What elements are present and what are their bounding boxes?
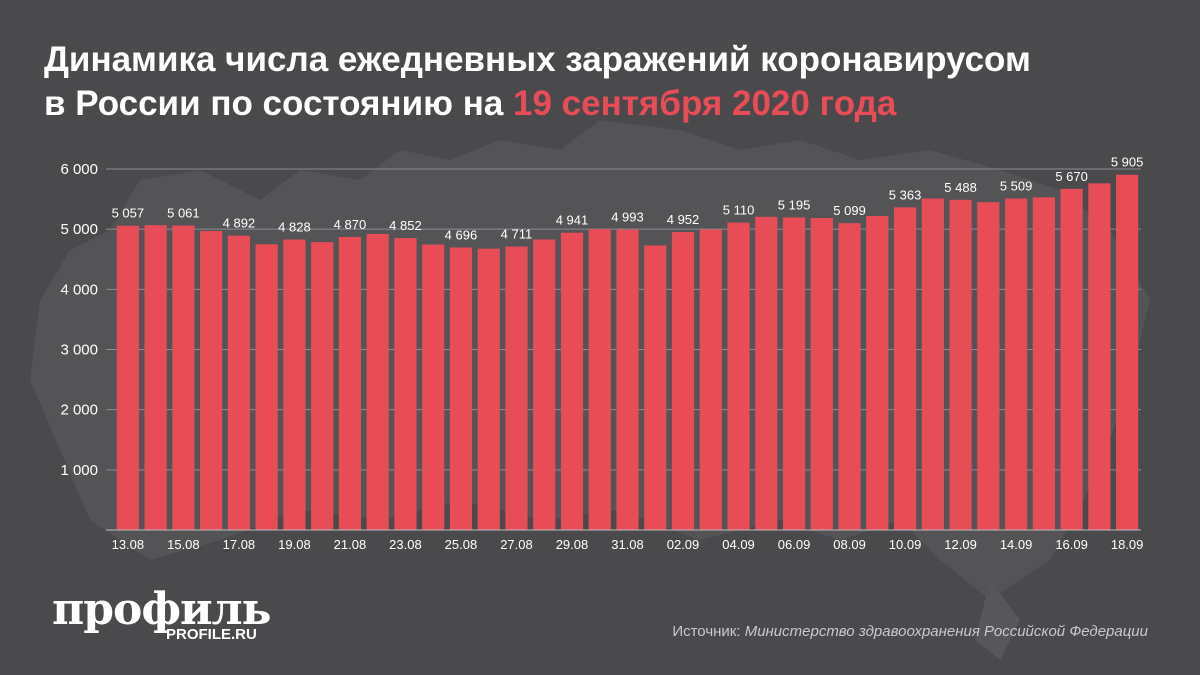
x-tick-label: 25.08 — [445, 537, 478, 552]
bar — [477, 248, 500, 531]
x-tick-label: 17.08 — [223, 537, 256, 552]
bar — [338, 236, 362, 530]
x-tick-label: 19.08 — [278, 537, 311, 552]
bar — [949, 199, 972, 530]
bar — [1004, 198, 1028, 530]
data-label: 4 852 — [389, 218, 422, 233]
data-label: 5 509 — [1000, 179, 1033, 194]
x-tick-label: 12.09 — [944, 537, 977, 552]
data-label: 5 488 — [944, 180, 977, 195]
title-date-accent: 19 сентября 2020 года — [513, 84, 897, 123]
data-label: 4 870 — [334, 217, 367, 232]
bar — [1088, 183, 1111, 530]
y-axis-labels: 1 000 2 000 3 000 4 000 5 000 6 000 — [60, 161, 98, 479]
data-label: 4 941 — [556, 213, 589, 228]
data-label: 5 905 — [1111, 155, 1144, 170]
bar — [893, 207, 917, 530]
bar — [144, 225, 167, 530]
x-tick-label: 15.08 — [167, 537, 200, 552]
bar — [866, 216, 889, 530]
bar — [810, 218, 833, 530]
data-label: 4 711 — [501, 227, 533, 242]
bar — [449, 247, 473, 530]
bar — [172, 225, 195, 530]
x-tick-label: 29.08 — [556, 537, 589, 552]
bar — [533, 239, 556, 530]
x-tick-label: 08.09 — [833, 537, 866, 552]
bar — [560, 232, 584, 531]
profile-ru-link[interactable]: PROFILE.RU — [166, 626, 257, 643]
data-label: 5 110 — [723, 203, 755, 218]
bar — [921, 198, 944, 530]
data-label: 4 993 — [611, 210, 644, 225]
bar — [283, 239, 306, 531]
x-tick-label: 31.08 — [611, 537, 644, 552]
y-tick-label: 2 000 — [60, 402, 98, 419]
bar — [671, 232, 695, 530]
source-note: Источник: Министерство здравоохранения Р… — [672, 623, 1148, 640]
data-label: 5 057 — [112, 206, 145, 221]
chart-title: Динамика числа ежедневных заражений коро… — [44, 38, 1164, 126]
title-line-1: Динамика числа ежедневных заражений коро… — [44, 40, 1031, 79]
y-tick-label: 6 000 — [60, 161, 98, 178]
x-tick-label: 16.09 — [1055, 537, 1088, 552]
bar — [755, 216, 778, 530]
x-tick-label: 04.09 — [722, 537, 755, 552]
data-label: 4 828 — [278, 220, 311, 235]
bar — [588, 229, 611, 530]
data-label: 5 099 — [833, 203, 866, 218]
x-tick-label: 02.09 — [667, 537, 700, 552]
data-label: 5 363 — [889, 187, 922, 202]
bar — [727, 222, 750, 530]
data-label: 5 670 — [1055, 169, 1088, 184]
bar — [366, 233, 389, 530]
bar — [977, 202, 1000, 530]
data-label: 4 696 — [445, 227, 478, 242]
x-axis-labels: 13.08 15.08 17.08 19.08 21.08 23.08 25.08 27.08… — [112, 537, 1144, 552]
bar — [505, 246, 528, 530]
bar — [311, 242, 334, 531]
data-label: 5 195 — [778, 197, 811, 212]
bar — [782, 217, 806, 530]
data-label: 5 061 — [167, 205, 200, 220]
x-tick-label: 21.08 — [334, 537, 367, 552]
bar — [1032, 197, 1055, 530]
source-label: Источник: — [672, 623, 745, 640]
bar — [699, 229, 722, 530]
y-tick-label: 5 000 — [60, 221, 98, 238]
x-tick-label: 18.09 — [1111, 537, 1144, 552]
x-tick-label: 14.09 — [1000, 537, 1033, 552]
x-tick-label: 23.08 — [389, 537, 422, 552]
bar — [116, 225, 139, 530]
x-tick-label: 27.08 — [500, 537, 533, 552]
y-tick-label: 4 000 — [60, 281, 98, 298]
y-tick-label: 3 000 — [60, 342, 98, 359]
profil-logo[interactable]: профиль — [52, 584, 272, 635]
bar — [200, 231, 223, 530]
title-line-2-prefix: в России по состоянию на — [44, 84, 514, 123]
bars — [116, 174, 1139, 531]
bar — [838, 223, 861, 531]
y-tick-label: 1 000 — [60, 462, 98, 479]
bar — [616, 229, 639, 530]
x-tick-label: 06.09 — [778, 537, 811, 552]
x-tick-label: 10.09 — [889, 537, 922, 552]
bar — [422, 244, 445, 530]
bar — [227, 235, 251, 530]
data-labels: 5 057 5 061 4 892 4 828 4 870 4 852 4 696 4 711… — [112, 155, 1144, 243]
bar — [644, 245, 667, 530]
data-label: 4 892 — [223, 216, 256, 231]
data-label: 4 952 — [667, 212, 700, 227]
bar — [255, 244, 278, 530]
x-tick-label: 13.08 — [112, 537, 145, 552]
bar — [1060, 188, 1083, 531]
bar — [1116, 174, 1139, 531]
source-value: Министерство здравоохранения Российской … — [744, 623, 1148, 640]
bar — [394, 238, 417, 530]
